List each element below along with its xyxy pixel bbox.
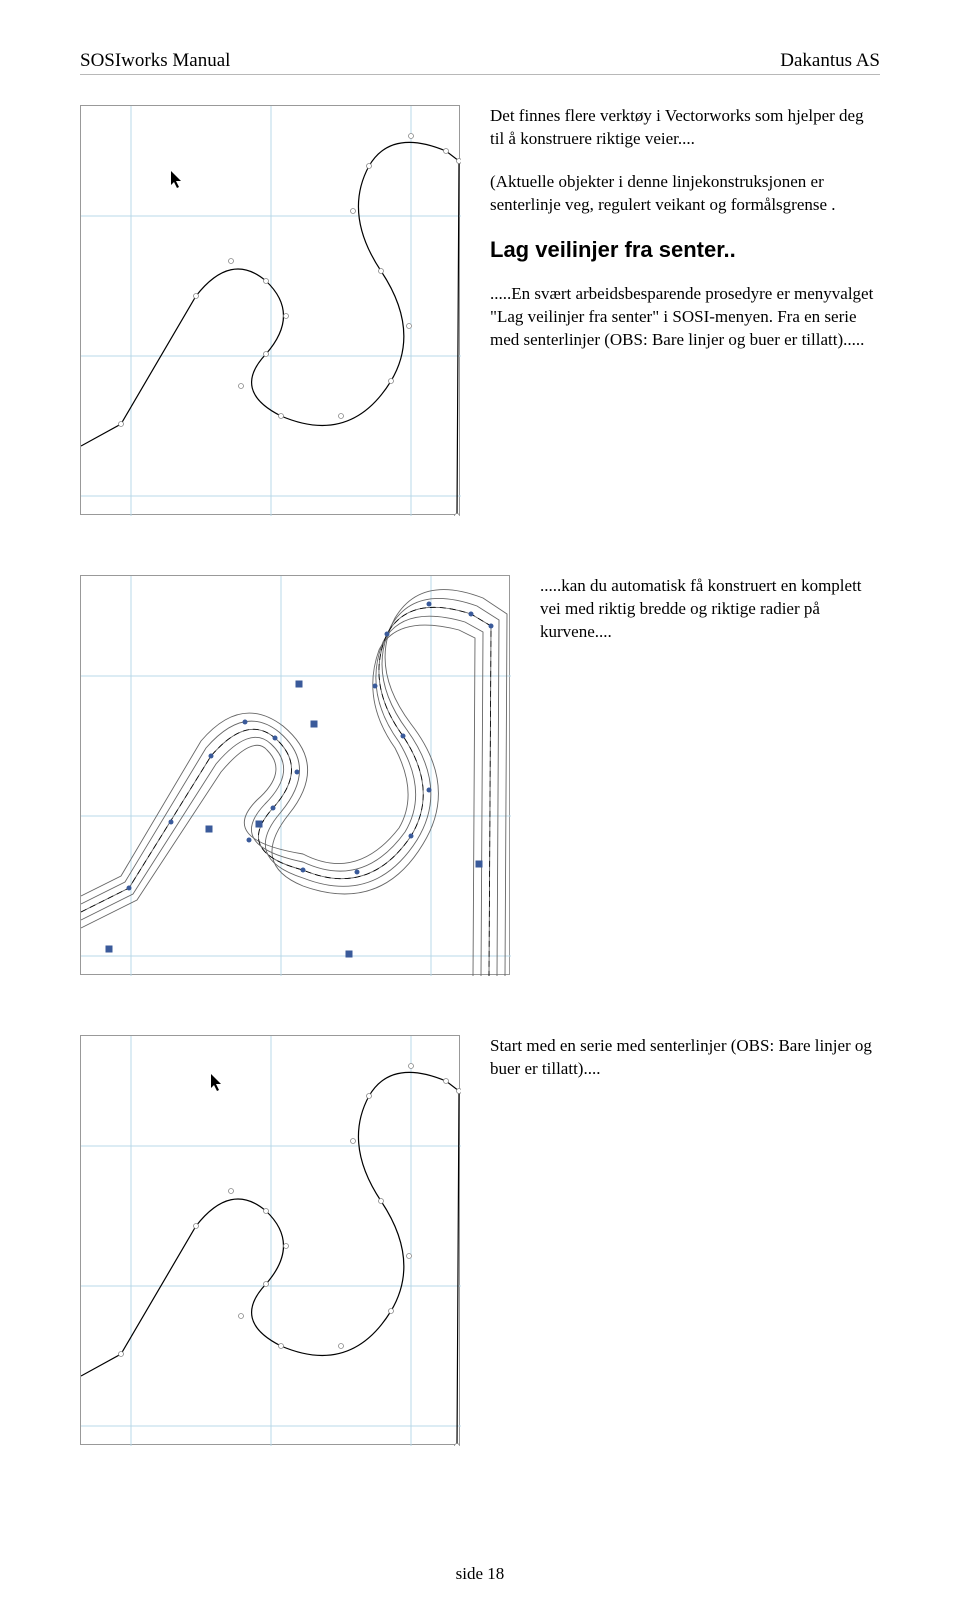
diagram-3 <box>80 1035 460 1445</box>
page-header: SOSIworks Manual Dakantus AS <box>80 50 880 75</box>
header-right: Dakantus AS <box>780 50 880 72</box>
cursor-icon <box>211 1074 221 1091</box>
section1-heading: Lag veilinjer fra senter.. <box>490 237 880 263</box>
section3-para1: Start med en serie med senterlinjer (OBS… <box>490 1035 880 1081</box>
page-footer: side 18 <box>0 1564 960 1584</box>
section1-para1: Det finnes flere verktøy i Vectorworks s… <box>490 105 880 151</box>
cursor-icon <box>171 171 181 188</box>
diagram-1 <box>80 105 460 515</box>
section1-para3: .....En svært arbeidsbesparende prosedyr… <box>490 283 880 352</box>
section-2: .....kan du automatisk få konstruert en … <box>80 575 880 975</box>
section1-para2: (Aktuelle objekter i denne linjekonstruk… <box>490 171 880 217</box>
header-left: SOSIworks Manual <box>80 50 230 72</box>
section-3: Start med en serie med senterlinjer (OBS… <box>80 1035 880 1445</box>
diagram-2 <box>80 575 510 975</box>
section-1: Det finnes flere verktøy i Vectorworks s… <box>80 105 880 515</box>
section2-para1: .....kan du automatisk få konstruert en … <box>540 575 880 644</box>
